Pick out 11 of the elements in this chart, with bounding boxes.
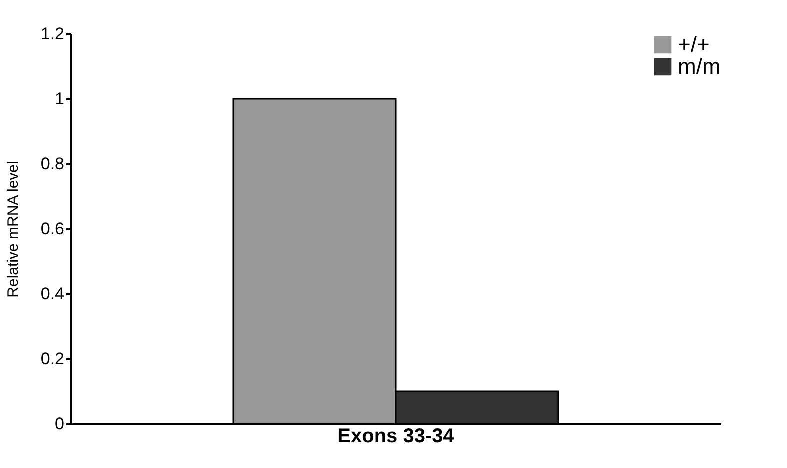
y-tick-label: 0.2 [40,350,64,368]
y-tick-label: 1.2 [40,24,64,44]
legend-label: m/m [678,54,721,79]
y-tick-label: 0 [55,414,64,434]
y-axis-title: Relative mRNA level [4,161,22,298]
legend-label: +/+ [678,32,710,57]
y-tick-label: 0.6 [40,220,64,238]
x-tick-label: Exons 33-34 [338,426,456,448]
y-tick-label: 0.8 [40,154,64,174]
y-tick-label: 1 [55,90,64,108]
y-tick-label: 0.4 [40,284,64,304]
